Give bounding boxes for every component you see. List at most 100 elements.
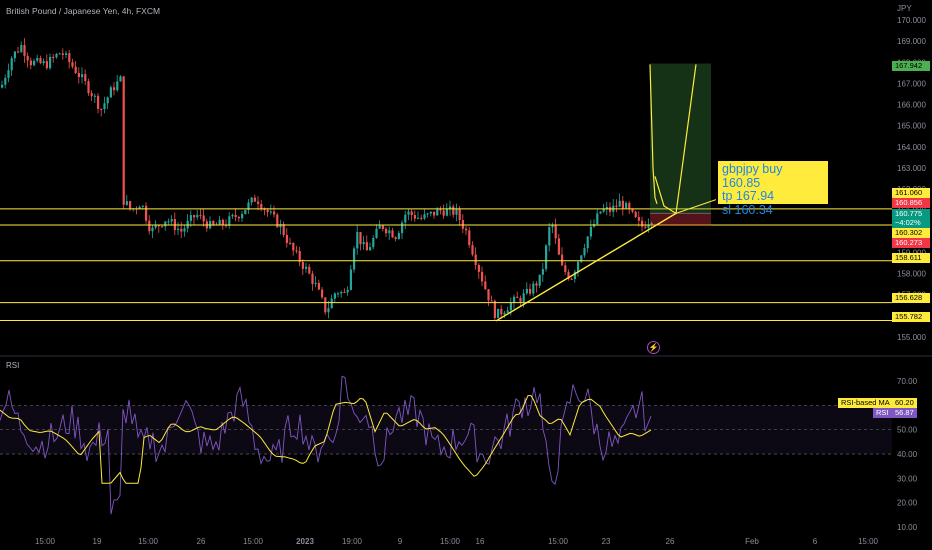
candle-body [401, 222, 404, 234]
candle-body [500, 308, 503, 315]
rsi-value: 56.87 [892, 408, 917, 418]
candle-body [602, 208, 605, 212]
candle-body [237, 216, 240, 219]
price-axis-label: 156.628 [892, 293, 930, 303]
candle-body [506, 310, 509, 313]
candle-body [410, 211, 413, 216]
candle-body [250, 197, 253, 203]
rsi-label: RSI [876, 408, 889, 417]
candle-body [481, 271, 484, 282]
candle-body [330, 298, 333, 309]
candle-body [61, 53, 64, 55]
candle-body [90, 93, 93, 96]
candle-body [516, 296, 519, 298]
candle-body [74, 66, 77, 73]
candle-body [397, 233, 400, 240]
candle-body [199, 214, 202, 216]
candle-body [218, 219, 221, 226]
candle-body [375, 228, 378, 238]
candle-body [285, 234, 288, 243]
candle-body [49, 56, 52, 69]
candle-body [535, 283, 538, 286]
candlesticks [1, 38, 653, 321]
candle-body [497, 308, 500, 318]
projection-path [654, 64, 697, 215]
candle-body [257, 201, 260, 204]
candle-body [58, 53, 61, 55]
candle-body [273, 211, 276, 215]
time-tick: 15:00 [35, 537, 56, 546]
candle-body [413, 215, 416, 219]
candle-body [343, 291, 346, 293]
rsi-title: RSI [6, 361, 20, 370]
candle-body [417, 217, 420, 219]
candle-body [452, 206, 455, 215]
projection-line [649, 64, 658, 205]
candle-body [122, 76, 125, 205]
candle-body [119, 76, 122, 82]
candle-body [465, 228, 468, 231]
candle-body [356, 232, 359, 249]
long-position-tool[interactable] [650, 63, 711, 226]
candle-body [231, 214, 234, 217]
lightning-icon[interactable]: ⚡ [647, 341, 660, 354]
candle-body [647, 224, 650, 228]
candle-body [244, 209, 247, 214]
candle-body [634, 211, 637, 218]
candle-body [471, 245, 474, 255]
candle-body [33, 60, 36, 66]
candle-body [349, 269, 352, 290]
candle-body [388, 230, 391, 234]
candle-body [420, 217, 423, 219]
candle-body [1, 84, 4, 88]
rsi-tag: RSI [873, 408, 892, 418]
trade-note-line: gbpjpy buy 160.85 [722, 162, 783, 190]
candle-body [55, 53, 58, 58]
candle-body [525, 288, 528, 294]
candle-body [295, 250, 298, 252]
candle-body [212, 221, 215, 225]
rsi-ma-label: RSI-based MA [841, 398, 890, 407]
time-tick: 26 [666, 537, 675, 546]
candle-body [609, 207, 612, 212]
time-tick: 15:00 [138, 537, 159, 546]
candle-body [561, 254, 564, 266]
candle-body [433, 211, 436, 216]
time-tick: 6 [813, 537, 818, 546]
candle-body [263, 209, 266, 211]
candle-body [529, 288, 532, 294]
stop-zone [650, 213, 711, 226]
candle-body [449, 206, 452, 209]
candle-body [314, 282, 317, 284]
candle-body [548, 227, 551, 246]
candle-body [42, 61, 45, 64]
candle-body [359, 232, 362, 245]
candle-body [65, 53, 68, 55]
candle-body [196, 214, 199, 218]
candle-body [327, 308, 330, 313]
candle-body [353, 248, 356, 270]
candle-body [538, 274, 541, 286]
candle-body [621, 200, 624, 209]
candle-body [20, 45, 23, 52]
trade-note[interactable]: gbpjpy buy 160.85 tp 167.94 sl 160.34 [718, 161, 828, 216]
price-axis-label: 160.775 [892, 209, 930, 219]
price-tick: 163.000 [897, 164, 926, 173]
candle-body [324, 297, 327, 313]
candle-body [292, 243, 295, 251]
candle-body [301, 262, 304, 269]
candle-body [29, 60, 32, 66]
candle-body [394, 237, 397, 240]
time-tick: 15:00 [548, 537, 569, 546]
candle-body [369, 247, 372, 251]
price-tick: 155.000 [897, 333, 926, 342]
candle-body [391, 230, 394, 238]
candle-body [407, 211, 410, 215]
candle-body [106, 97, 109, 104]
time-tick: 15:00 [858, 537, 879, 546]
candle-body [77, 72, 80, 78]
price-axis-label: 158.611 [892, 253, 930, 263]
rsi-tick: 10.00 [897, 523, 918, 532]
rsi-ma-line [0, 395, 652, 484]
